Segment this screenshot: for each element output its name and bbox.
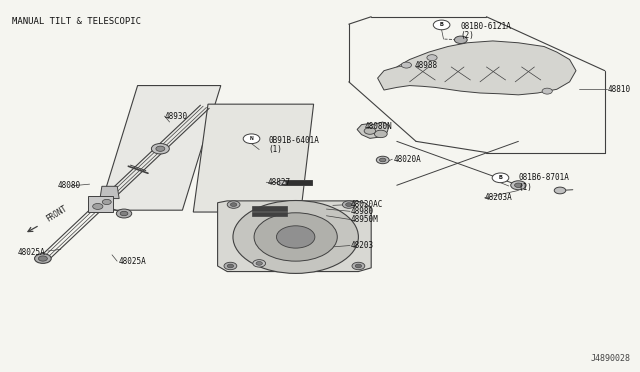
Polygon shape [99, 86, 221, 210]
Circle shape [401, 62, 412, 68]
Circle shape [224, 262, 237, 270]
Polygon shape [100, 186, 119, 199]
Text: 48025A: 48025A [118, 257, 146, 266]
Text: (1): (1) [518, 183, 532, 192]
Circle shape [376, 156, 389, 164]
Text: 48080: 48080 [58, 182, 81, 190]
Text: 48827: 48827 [268, 178, 291, 187]
Circle shape [276, 226, 315, 248]
Circle shape [253, 260, 266, 267]
Circle shape [256, 262, 262, 265]
Circle shape [35, 254, 51, 263]
Polygon shape [193, 104, 314, 212]
Circle shape [427, 55, 437, 61]
Circle shape [355, 264, 362, 268]
Polygon shape [357, 122, 389, 138]
Circle shape [364, 128, 376, 134]
Text: 48020A: 48020A [394, 155, 421, 164]
Text: 48810: 48810 [608, 85, 631, 94]
Text: 0B91B-6401A: 0B91B-6401A [269, 136, 319, 145]
Text: 48020AC: 48020AC [351, 200, 383, 209]
Polygon shape [280, 180, 312, 185]
Circle shape [38, 256, 47, 261]
Text: (1): (1) [269, 145, 283, 154]
Circle shape [542, 88, 552, 94]
Text: MANUAL TILT & TELESCOPIC: MANUAL TILT & TELESCOPIC [12, 17, 141, 26]
Text: 48203A: 48203A [485, 193, 513, 202]
Text: 48080N: 48080N [365, 122, 392, 131]
Polygon shape [218, 201, 371, 272]
Circle shape [93, 203, 103, 209]
Text: 48988: 48988 [415, 61, 438, 70]
Circle shape [454, 36, 467, 44]
Circle shape [116, 209, 132, 218]
Text: 48950M: 48950M [351, 215, 378, 224]
Circle shape [152, 144, 170, 154]
Circle shape [492, 173, 509, 183]
Text: 48025A: 48025A [18, 248, 45, 257]
Circle shape [346, 203, 352, 206]
Circle shape [352, 262, 365, 270]
Text: FRONT: FRONT [45, 203, 69, 223]
Circle shape [243, 134, 260, 144]
Circle shape [380, 158, 386, 162]
Circle shape [156, 146, 165, 151]
Circle shape [554, 187, 566, 194]
Circle shape [254, 213, 337, 261]
Circle shape [277, 180, 286, 186]
Polygon shape [378, 41, 576, 95]
Circle shape [433, 20, 450, 30]
Text: J4890028: J4890028 [590, 354, 630, 363]
Text: N: N [250, 136, 253, 141]
Circle shape [233, 201, 358, 273]
Text: 48203: 48203 [351, 241, 374, 250]
Circle shape [515, 183, 522, 187]
Text: 48980: 48980 [351, 207, 374, 216]
Text: (2): (2) [461, 31, 475, 40]
Polygon shape [252, 206, 287, 211]
Circle shape [374, 130, 387, 138]
Polygon shape [252, 212, 287, 216]
Text: B: B [499, 175, 502, 180]
Circle shape [511, 181, 526, 190]
Polygon shape [88, 196, 113, 212]
Text: 081B0-6121A: 081B0-6121A [461, 22, 511, 31]
Circle shape [230, 203, 237, 206]
Circle shape [227, 201, 240, 208]
Text: 081B6-8701A: 081B6-8701A [518, 173, 569, 182]
Circle shape [227, 264, 234, 268]
Circle shape [342, 201, 355, 208]
Circle shape [120, 211, 128, 216]
Text: B: B [440, 22, 444, 28]
Circle shape [102, 199, 111, 205]
Text: 48930: 48930 [165, 112, 188, 121]
